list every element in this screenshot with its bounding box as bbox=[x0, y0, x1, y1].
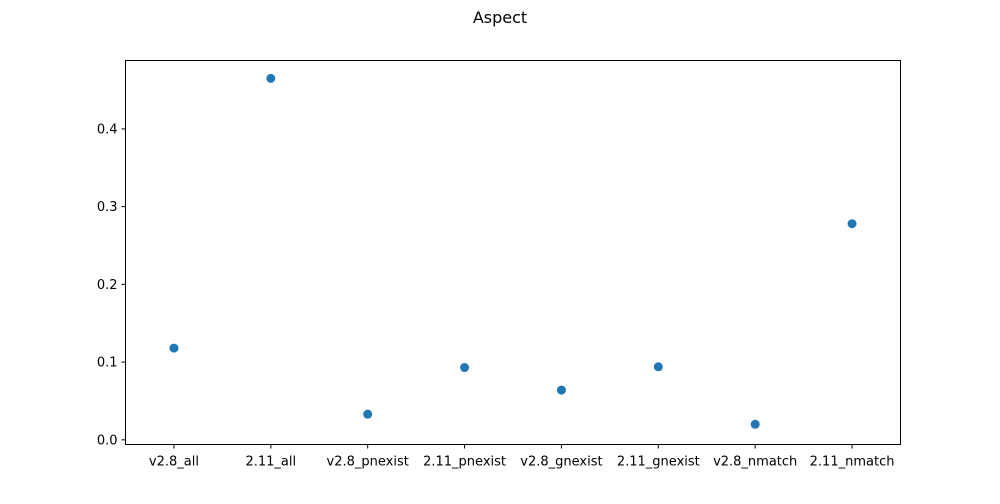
data-point bbox=[653, 362, 663, 372]
x-tick-label: v2.8_nmatch bbox=[713, 455, 797, 470]
chart-title: Aspect bbox=[472, 8, 528, 27]
marks-layer: 0.0 0.1 0.2 0.3 0.4 v2.8_all 2.11_all v2.8_pnex… bbox=[97, 73, 895, 470]
y-tick-label: 0.1 bbox=[97, 356, 118, 371]
y-tick-label: 0.4 bbox=[97, 122, 118, 137]
x-tick-label: 2.11_all bbox=[245, 455, 296, 470]
y-tick-label: 0.0 bbox=[97, 433, 118, 448]
data-point bbox=[847, 219, 857, 229]
x-tick-label: v2.8_gnexist bbox=[520, 455, 602, 470]
x-tick-label: 2.11_gnexist bbox=[617, 455, 700, 470]
data-point bbox=[266, 73, 276, 83]
x-tick-label: 2.11_nmatch bbox=[810, 455, 895, 470]
plot-frame bbox=[125, 60, 901, 445]
data-point bbox=[750, 419, 760, 429]
x-tick-label: 2.11_pnexist bbox=[423, 455, 506, 470]
y-tick-label: 0.3 bbox=[97, 200, 118, 215]
data-point bbox=[363, 409, 373, 419]
x-tick-label: v2.8_all bbox=[149, 455, 199, 470]
data-point bbox=[556, 385, 566, 395]
data-point bbox=[460, 363, 470, 373]
data-point bbox=[169, 343, 179, 353]
y-tick-label: 0.2 bbox=[97, 278, 118, 293]
x-tick-label: v2.8_pnexist bbox=[327, 455, 409, 470]
